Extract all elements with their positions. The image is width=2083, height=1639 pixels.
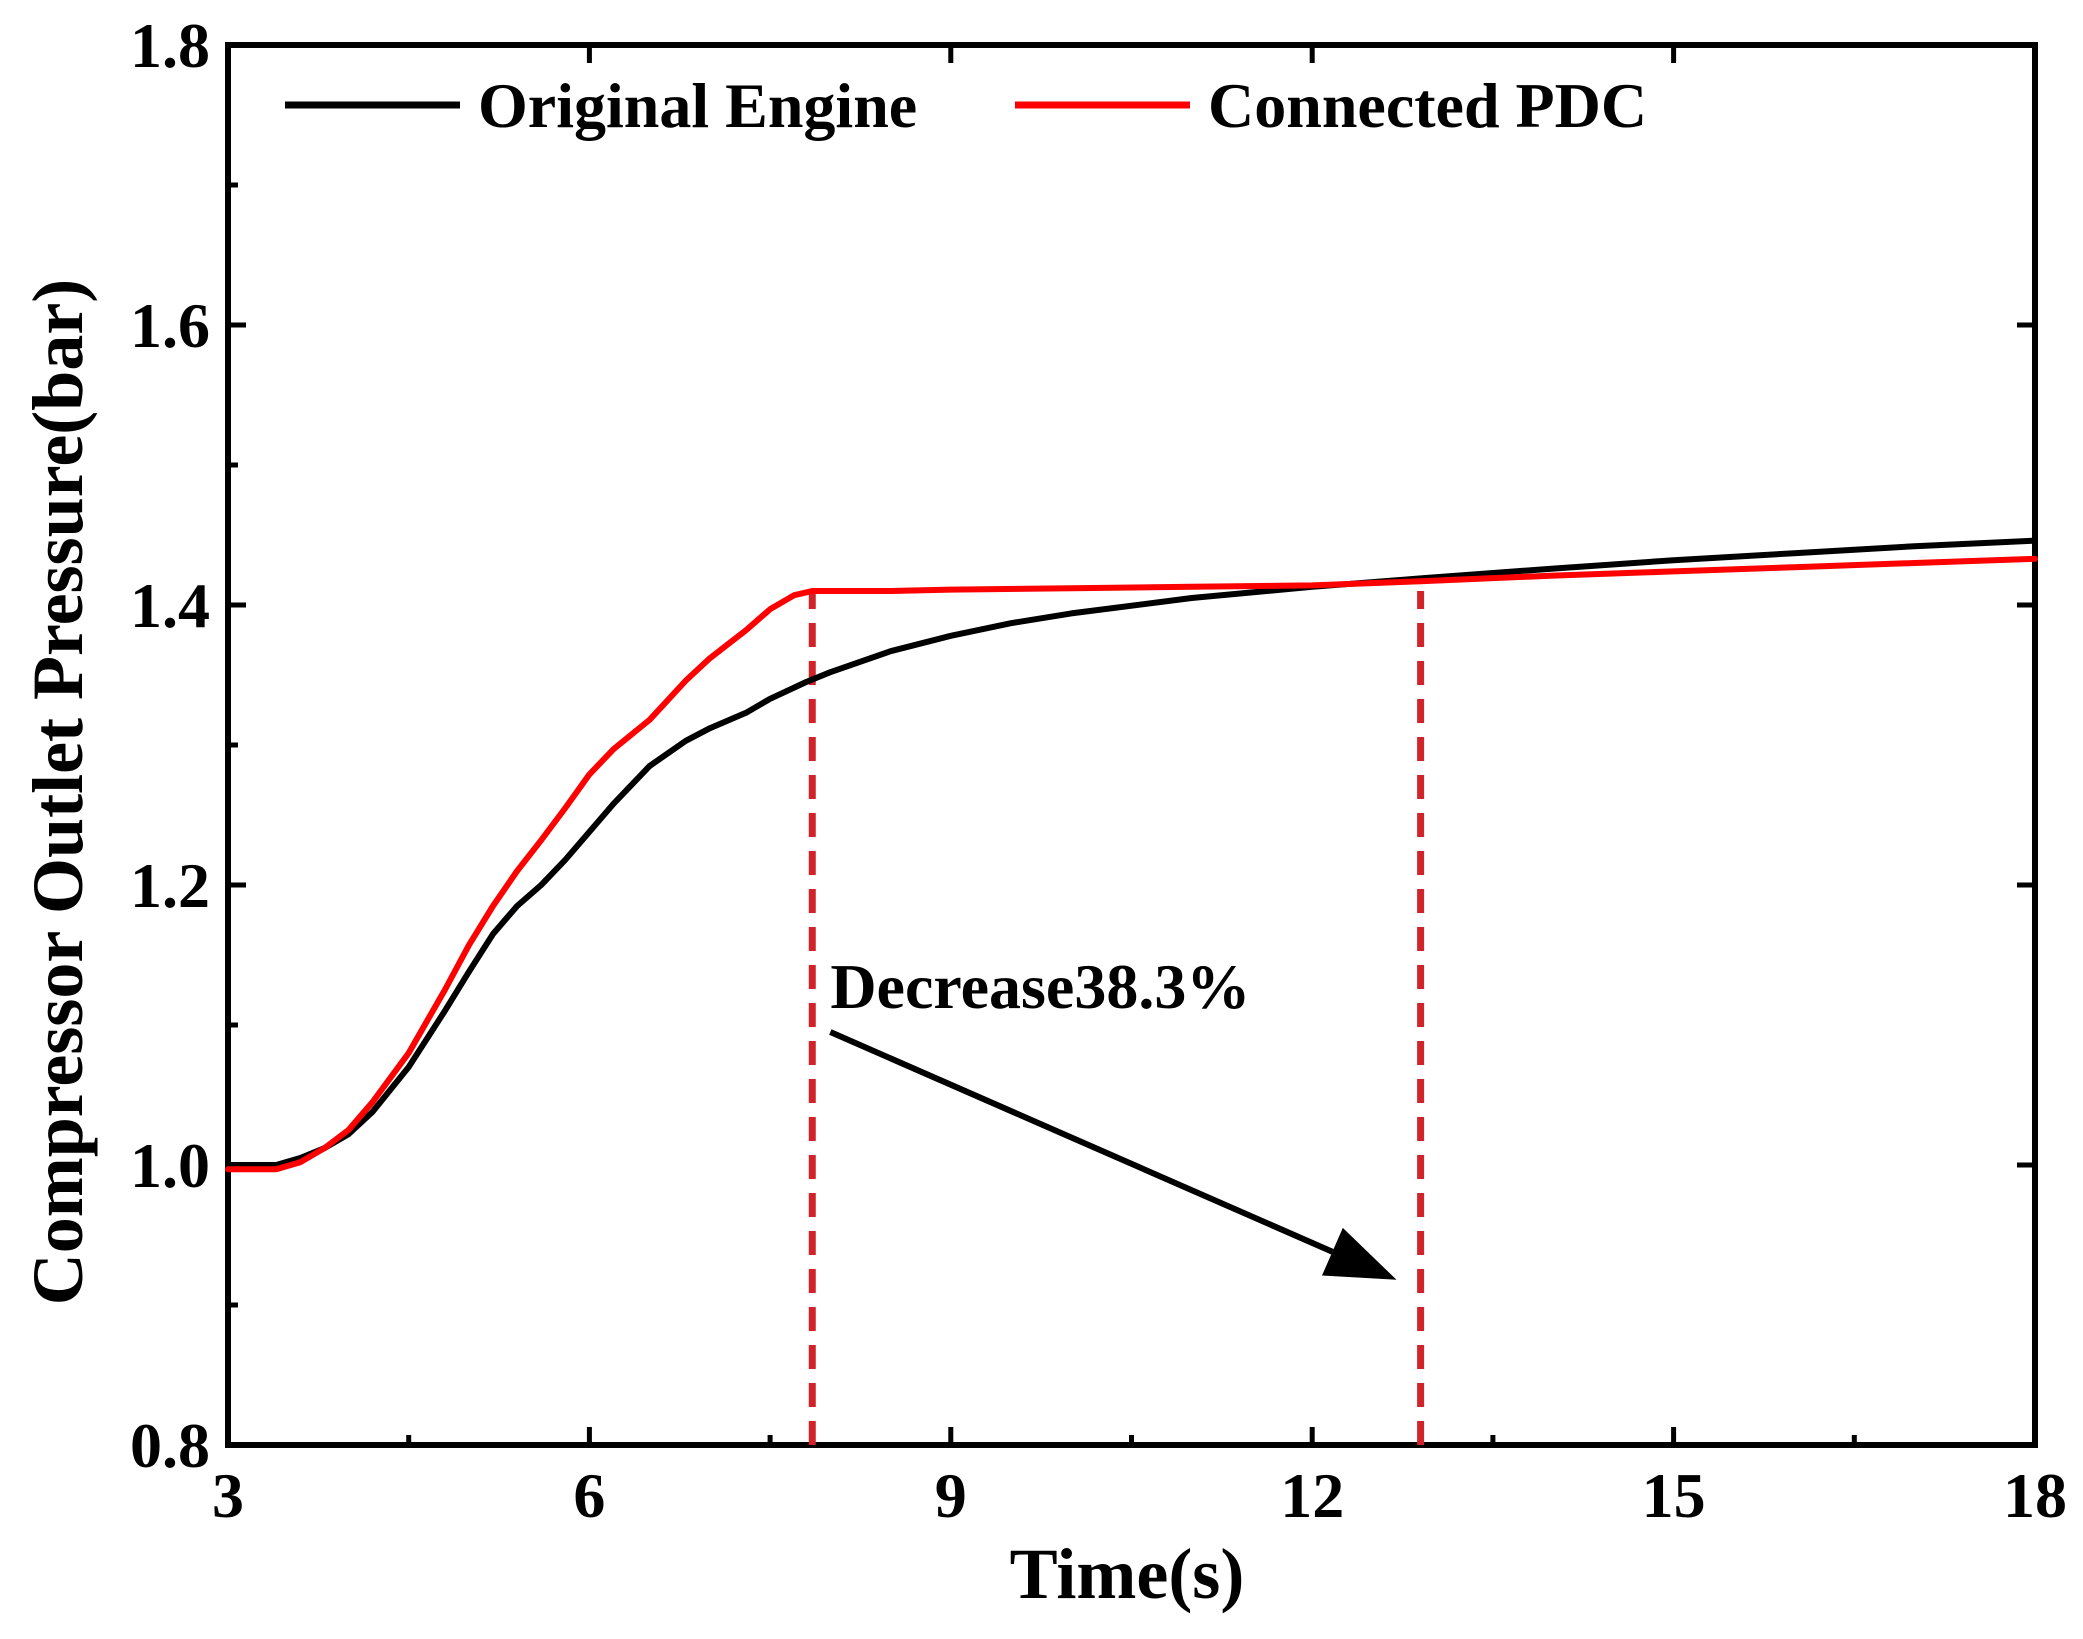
- plot-frame: [225, 42, 2038, 1448]
- x-tick-label: 9: [935, 1460, 967, 1531]
- x-tick-label: 12: [1280, 1460, 1344, 1531]
- x-tick-label: 18: [2003, 1460, 2067, 1531]
- x-tick-label: 3: [212, 1460, 244, 1531]
- y-tick-label: 1.6: [130, 290, 210, 361]
- annotation-arrow-shaft: [829, 1029, 1334, 1255]
- series-line-original-engine: [225, 537, 2038, 1168]
- y-tick-label: 0.8: [130, 1410, 210, 1481]
- y-tick-label: 1.4: [130, 570, 210, 641]
- y-tick-label: 1.8: [130, 10, 210, 81]
- legend-label: Original Engine: [478, 70, 917, 141]
- x-tick-label: 6: [573, 1460, 605, 1531]
- y-axis-title: Compressor Outlet Pressure(bar): [18, 279, 98, 1306]
- annotation-arrow-head: [1321, 1227, 1397, 1280]
- x-axis-title: Time(s): [1010, 1534, 1245, 1614]
- annotation-text: Decrease38.3%: [830, 951, 1250, 1022]
- legend-label: Connected PDC: [1208, 70, 1647, 141]
- series-line-connected-pdc: [225, 555, 2038, 1173]
- y-tick-label: 1.0: [130, 1130, 210, 1201]
- y-tick-label: 1.2: [130, 850, 210, 921]
- x-tick-label: 15: [1642, 1460, 1706, 1531]
